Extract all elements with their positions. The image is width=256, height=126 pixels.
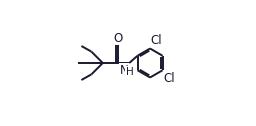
Text: Cl: Cl (164, 72, 175, 85)
Text: Cl: Cl (151, 34, 162, 47)
Text: H: H (126, 67, 133, 76)
Text: N: N (120, 64, 129, 77)
Text: O: O (113, 32, 123, 45)
